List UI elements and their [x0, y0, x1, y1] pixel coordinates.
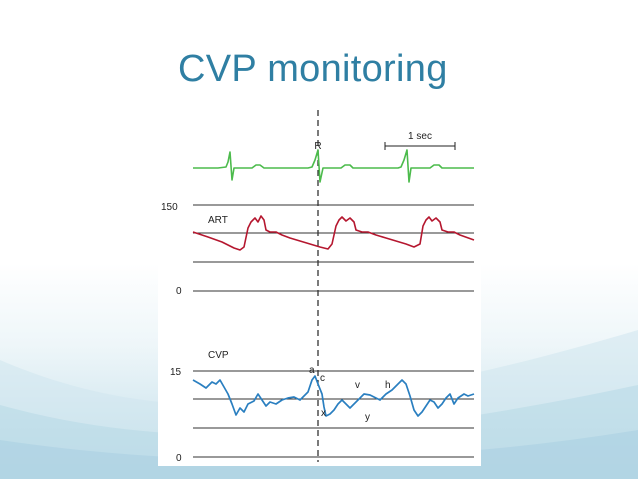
cvp-wave-x-label: x [321, 408, 326, 419]
cvp-scale-bottom: 0 [176, 453, 182, 464]
cvp-wave-v-label: v [355, 380, 360, 391]
art-label: ART [208, 215, 228, 226]
cvp-monitoring-figure: 1 sec R 150 ART 0 CVP 15 0 a [158, 104, 481, 466]
ecg-trace [193, 149, 474, 183]
cvp-trace [192, 375, 475, 417]
cvp-scale-top: 15 [170, 367, 182, 378]
cvp-wave-a-label: a [309, 365, 315, 376]
time-scale-bar: 1 sec [384, 131, 456, 150]
art-scale-bottom: 0 [176, 286, 182, 297]
waveform-diagram: 1 sec R 150 ART 0 CVP 15 0 a [161, 110, 475, 464]
slide-title: CVP monitoring [178, 48, 448, 90]
cvp-wave-h-label: h [385, 380, 391, 391]
art-scale-top: 150 [161, 202, 178, 213]
ecg-r-label: R [314, 141, 321, 152]
art-grid [193, 204, 474, 292]
cvp-label: CVP [208, 350, 229, 361]
cvp-grid [193, 370, 474, 458]
cvp-wave-y-label: y [365, 412, 370, 423]
cvp-wave-c-label: c [320, 373, 325, 384]
time-scale-label: 1 sec [408, 131, 432, 142]
art-trace [192, 215, 475, 251]
